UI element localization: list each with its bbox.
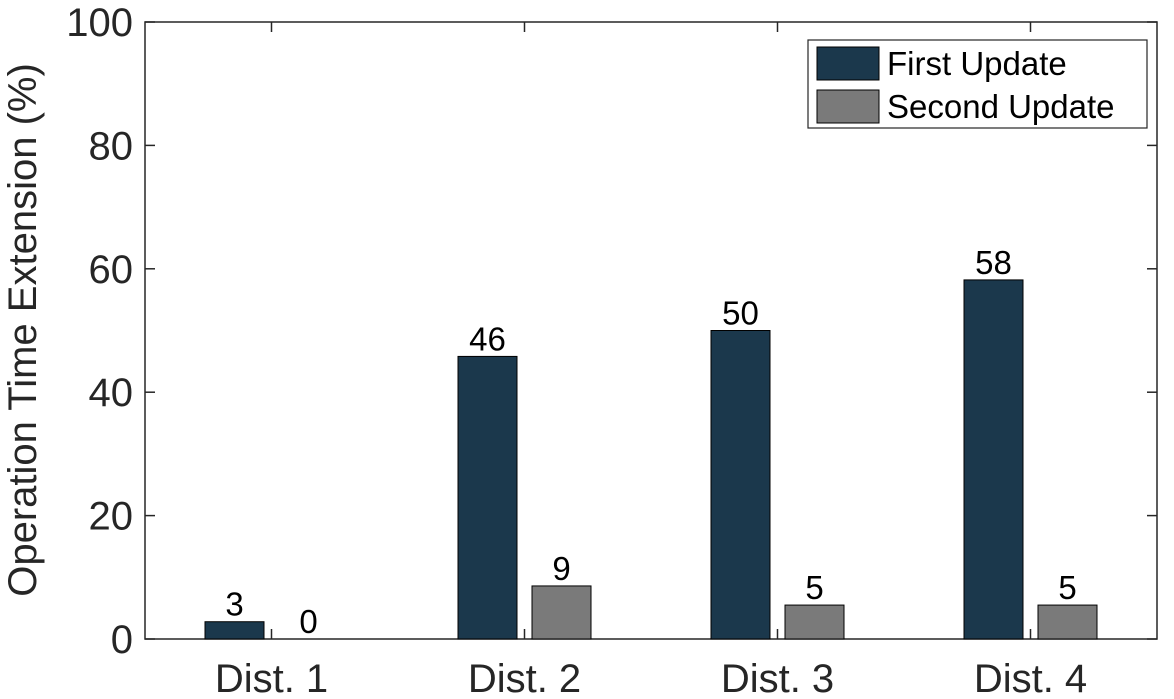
bar-second-update [784, 604, 845, 640]
y-tick-label: 20 [89, 495, 134, 539]
bar-value-label: 46 [469, 320, 506, 357]
x-axis: Dist. 1 Dist. 2 Dist. 3 Dist. 4 [215, 22, 1087, 699]
y-tick-label: 100 [66, 1, 133, 45]
legend-swatch-first-update [816, 46, 880, 81]
bar-first-update [963, 279, 1024, 640]
bar-second-update [531, 585, 592, 640]
data-labels: 3 0 46 9 50 5 58 5 [225, 244, 1076, 640]
bar-value-label: 3 [225, 586, 243, 623]
x-tick-label: Dist. 3 [721, 657, 834, 699]
y-tick-label: 60 [89, 248, 134, 292]
legend-swatch-second-update [816, 89, 880, 124]
bar-value-label: 0 [299, 603, 317, 640]
x-tick-label: Dist. 2 [468, 657, 581, 699]
x-tick-label: Dist. 4 [974, 657, 1087, 699]
bar-first-update [204, 621, 265, 640]
bar-first-update [710, 330, 771, 640]
legend: First Update Second Update [807, 39, 1148, 129]
y-axis: 0 20 40 60 80 100 [66, 1, 1157, 662]
bar-value-label: 58 [975, 244, 1012, 281]
bar-value-label: 5 [1058, 569, 1076, 606]
bar-value-label: 5 [805, 569, 823, 606]
y-tick-label: 40 [89, 371, 134, 415]
legend-label-first-update: First Update [887, 45, 1067, 82]
y-tick-label: 0 [111, 618, 133, 662]
y-axis-title: Operation Time Extension (%) [1, 63, 45, 597]
legend-label-second-update: Second Update [887, 88, 1115, 125]
x-tick-label: Dist. 1 [215, 657, 328, 699]
bar-second-update [1037, 604, 1098, 640]
bars [204, 279, 1098, 640]
bar-first-update [457, 355, 518, 640]
bar-value-label: 50 [722, 295, 759, 332]
bar-value-label: 9 [552, 550, 570, 587]
y-tick-label: 80 [89, 124, 134, 168]
